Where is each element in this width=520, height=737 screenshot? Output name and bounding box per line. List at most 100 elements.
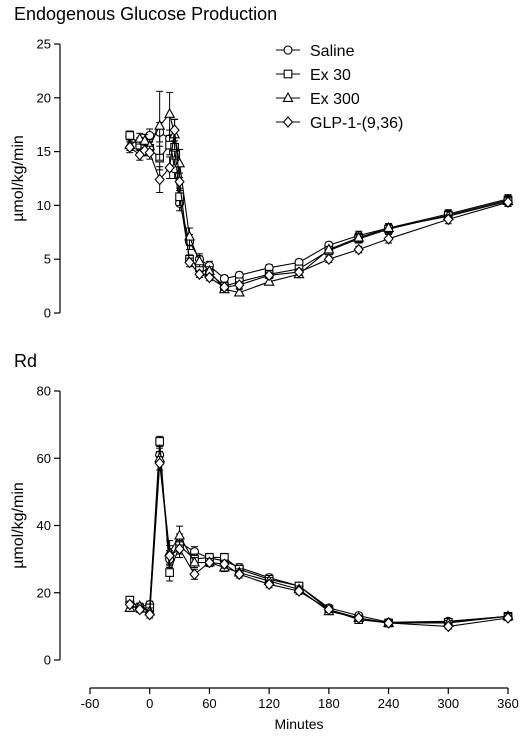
y-axis-label: µmol/kg/min	[10, 482, 27, 569]
data-point	[154, 457, 165, 470]
data-point	[502, 196, 514, 209]
data-point	[175, 192, 184, 202]
x-tick-label: 300	[437, 696, 459, 711]
legend-item: GLP-1-(9,36)	[276, 115, 403, 132]
data-point	[383, 232, 394, 245]
chart-title: Endogenous Glucose Production	[14, 4, 277, 24]
series-diamond	[124, 456, 514, 633]
x-tick-label: -60	[81, 696, 100, 711]
data-point	[353, 243, 364, 256]
data-point	[234, 279, 245, 291]
data-point	[169, 124, 180, 136]
data-point	[189, 568, 200, 581]
y-tick-label: 25	[37, 37, 51, 52]
x-tick-label: 180	[318, 696, 340, 711]
data-point	[443, 620, 454, 633]
data-point	[353, 612, 364, 624]
y-tick-label: 5	[44, 252, 51, 267]
data-point	[174, 175, 185, 188]
data-point	[204, 556, 215, 569]
data-point	[145, 130, 155, 141]
legend: Saline Ex 30 Ex 300 GLP-1-(9,36)	[276, 43, 403, 132]
data-point	[154, 173, 165, 186]
data-point	[164, 549, 175, 562]
data-point	[124, 598, 135, 611]
y-tick-label: 60	[37, 451, 51, 466]
data-point	[139, 134, 151, 145]
data-point	[323, 603, 334, 616]
legend-marker	[283, 45, 293, 55]
y-tick-label: 20	[37, 585, 51, 600]
y-tick-label: 15	[37, 144, 51, 159]
data-point	[188, 556, 201, 567]
y-tick-label: 10	[37, 198, 51, 213]
data-point	[125, 131, 135, 140]
data-point	[293, 266, 305, 278]
legend-label: Ex 300	[310, 91, 360, 108]
series-line	[129, 112, 509, 294]
data-point	[134, 603, 145, 616]
series-line	[129, 458, 509, 624]
legend-marker	[282, 116, 294, 128]
series-diamond	[124, 118, 514, 294]
data-point	[144, 608, 155, 621]
x-tick-label: 60	[202, 696, 216, 711]
y-tick-label: 80	[37, 384, 51, 399]
series-line	[129, 130, 509, 288]
data-point	[144, 146, 155, 159]
data-point	[264, 578, 275, 591]
series-circle	[125, 122, 513, 284]
legend-label: Saline	[310, 43, 355, 60]
data-point	[502, 612, 514, 624]
data-point	[443, 213, 454, 226]
data-point	[293, 585, 305, 597]
data-point	[183, 230, 196, 241]
data-point	[234, 568, 245, 581]
x-tick-label: 240	[378, 696, 400, 711]
legend-label: Ex 30	[310, 67, 351, 84]
data-point	[204, 271, 215, 284]
data-point	[194, 268, 205, 281]
data-point	[193, 255, 206, 266]
chart-title: Rd	[14, 351, 37, 371]
data-point	[383, 221, 395, 232]
y-tick-label: 20	[37, 90, 51, 105]
y-tick-label: 0	[44, 653, 51, 668]
legend-item: Ex 300	[276, 91, 360, 108]
x-tick-label: 120	[258, 696, 280, 711]
y-tick-label: 40	[37, 518, 51, 533]
data-point	[353, 231, 365, 242]
legend-marker	[282, 91, 294, 102]
legend-item: Ex 30	[276, 67, 351, 84]
data-point	[174, 543, 185, 555]
series-line	[129, 441, 509, 624]
data-point	[165, 568, 174, 577]
data-point	[124, 141, 135, 154]
x-tick-label: 360	[497, 696, 519, 711]
data-point	[323, 253, 334, 266]
data-point	[383, 617, 394, 629]
data-point	[219, 281, 230, 294]
data-point	[164, 107, 176, 118]
x-tick-label: 0	[146, 696, 153, 711]
y-tick-label: 0	[44, 306, 51, 321]
series-line	[129, 454, 509, 623]
data-point	[154, 119, 166, 130]
legend-label: GLP-1-(9,36)	[310, 115, 403, 132]
series-square	[125, 130, 513, 291]
data-point	[264, 269, 275, 282]
chart-panel-2: Rd 0 20 40 60 80 µmol/kg/min -60 0 60 120 180 240 300…	[10, 351, 519, 732]
series-square	[125, 435, 513, 628]
data-point	[233, 286, 245, 297]
y-axis-label: µmol/kg/min	[10, 135, 27, 222]
data-point	[174, 529, 186, 540]
data-point	[155, 437, 165, 446]
legend-marker	[283, 69, 293, 79]
data-point	[164, 161, 175, 174]
data-point	[323, 243, 335, 254]
data-point	[219, 558, 230, 571]
chart-panel-1: Endogenous Glucose Production 0 5 10 15 20 25 µ…	[10, 4, 514, 321]
legend-item: Saline	[276, 43, 355, 60]
x-axis-label: Minutes	[274, 716, 323, 732]
